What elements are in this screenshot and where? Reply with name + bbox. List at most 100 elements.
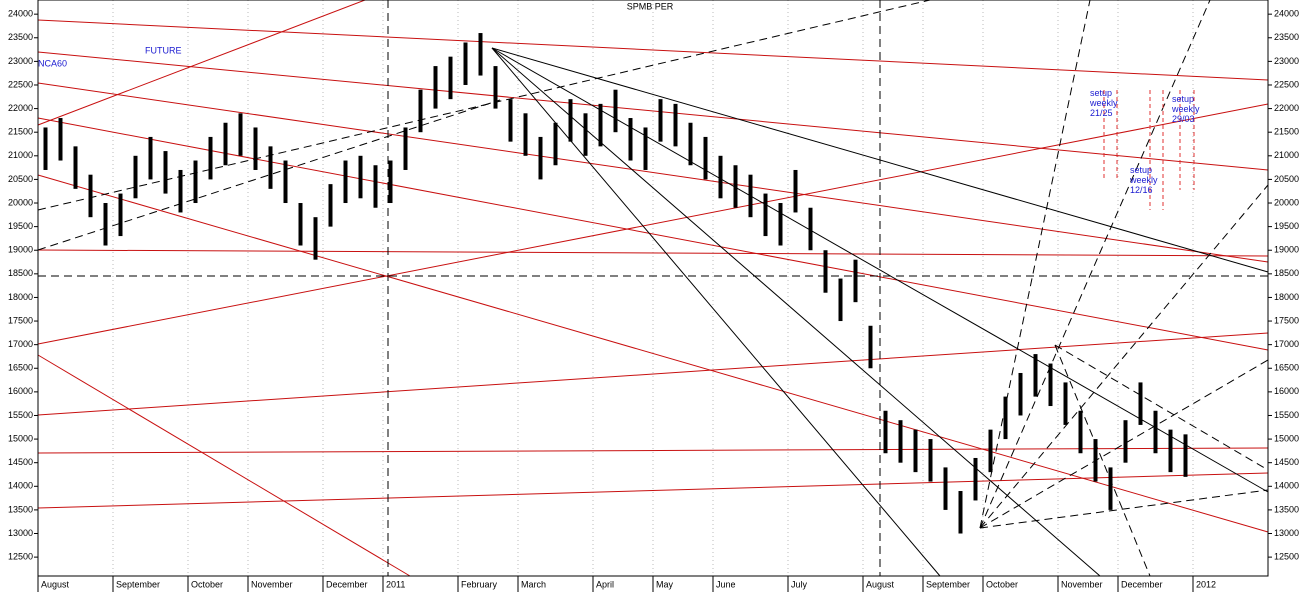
price-bar — [823, 250, 828, 293]
price-bar — [193, 160, 198, 204]
y-tick-label: 22500 — [1274, 79, 1299, 89]
price-bar — [748, 174, 753, 218]
price-bar — [913, 429, 918, 473]
price-bar — [133, 155, 138, 199]
price-bar — [943, 467, 948, 510]
price-bar — [58, 118, 63, 161]
trend-line — [979, 184, 1269, 529]
y-tick-label: 24000 — [8, 9, 33, 19]
y-tick-label: 15000 — [8, 433, 33, 443]
price-bar — [673, 103, 678, 147]
price-bar — [973, 457, 978, 501]
price-bars — [43, 33, 1188, 534]
y-tick-label: 15000 — [1274, 433, 1299, 443]
price-bar — [328, 184, 333, 227]
price-bar — [253, 127, 258, 170]
trend-line — [37, 19, 1269, 81]
price-bar — [463, 42, 468, 85]
x-tick-label: 2012 — [1196, 579, 1216, 589]
y-tick-label: 22000 — [8, 103, 33, 113]
annotation: FUTURE — [145, 45, 182, 55]
y-tick-label: 16000 — [1274, 386, 1299, 396]
y-tick-label: 20500 — [8, 174, 33, 184]
y-tick-label: 20000 — [1274, 197, 1299, 207]
x-tick-label: September — [926, 579, 970, 589]
price-bar — [238, 113, 243, 156]
trend-lines — [37, 0, 1269, 577]
price-bar — [118, 193, 123, 237]
price-bar — [1033, 354, 1038, 397]
trend-line — [37, 51, 1269, 171]
x-tick-label: February — [461, 579, 498, 589]
y-tick-label: 24000 — [1274, 9, 1299, 19]
x-tick-label: June — [716, 579, 736, 589]
price-bar — [643, 127, 648, 170]
x-tick-label: August — [866, 579, 895, 589]
price-bar — [553, 122, 558, 166]
grid — [37, 0, 1194, 576]
trend-line — [37, 174, 1269, 533]
y-tick-label: 16000 — [8, 386, 33, 396]
y-tick-label: 17000 — [1274, 339, 1299, 349]
price-bar — [958, 491, 963, 534]
price-bar — [433, 66, 438, 109]
trend-line — [491, 47, 1101, 577]
price-bar — [703, 136, 708, 180]
y-tick-label: 14500 — [1274, 457, 1299, 467]
price-bar — [403, 127, 408, 170]
x-tick-label: October — [986, 579, 1018, 589]
trend-line — [1054, 344, 1269, 471]
y-tick-label: 18000 — [8, 292, 33, 302]
price-bar — [1168, 429, 1173, 473]
y-tick-label: 17500 — [8, 315, 33, 325]
x-tick-label: November — [1061, 579, 1103, 589]
y-tick-label: 19000 — [8, 245, 33, 255]
trend-line — [37, 447, 1269, 454]
y-tick-label: 13500 — [1274, 504, 1299, 514]
x-tick-label: April — [596, 579, 614, 589]
price-bar — [163, 151, 168, 194]
price-bar — [148, 136, 153, 180]
annotation: NCA60 — [38, 58, 67, 68]
y-tick-label: 22500 — [8, 79, 33, 89]
price-bar — [868, 325, 873, 369]
trend-line — [1054, 344, 1151, 577]
y-tick-label: 20000 — [8, 197, 33, 207]
trend-line — [37, 354, 411, 577]
price-bar — [718, 155, 723, 199]
y-tick-label: 22000 — [1274, 103, 1299, 113]
trend-line — [37, 332, 1269, 416]
price-bar — [73, 146, 78, 189]
y-tick-label: 21500 — [1274, 127, 1299, 137]
y-tick-label: 13500 — [8, 504, 33, 514]
x-tick-label: March — [521, 579, 546, 589]
y-tick-label: 19000 — [1274, 245, 1299, 255]
price-bar — [568, 99, 573, 142]
price-bar — [1078, 410, 1083, 454]
y-tick-label: 21000 — [8, 150, 33, 160]
annotation: setup weekly 21/25 — [1090, 88, 1118, 118]
price-bar — [418, 89, 423, 133]
trend-line — [37, 0, 366, 126]
annotation-box: setup weekly 29/03 — [1172, 94, 1200, 124]
price-bar — [1048, 363, 1053, 407]
price-bar — [1153, 410, 1158, 454]
y-tick-label: 23500 — [8, 32, 33, 42]
x-tick-label: November — [251, 579, 293, 589]
price-bar — [313, 217, 318, 260]
trend-line — [37, 472, 1269, 509]
price-bar — [838, 278, 843, 322]
price-bar — [883, 410, 888, 454]
y-tick-label: 14000 — [8, 481, 33, 491]
price-bar — [373, 165, 378, 208]
y-tick-label: 18500 — [1274, 268, 1299, 278]
price-bar — [778, 203, 783, 246]
annotation: setup weekly 12/16 — [1130, 165, 1158, 195]
x-tick-label: September — [116, 579, 160, 589]
chart-title: SPMB PER — [627, 1, 674, 11]
price-bar — [208, 136, 213, 180]
trend-line — [37, 99, 501, 251]
y-tick-label: 13000 — [1274, 528, 1299, 538]
y-tick-label: 19500 — [1274, 221, 1299, 231]
price-bar — [1018, 372, 1023, 416]
